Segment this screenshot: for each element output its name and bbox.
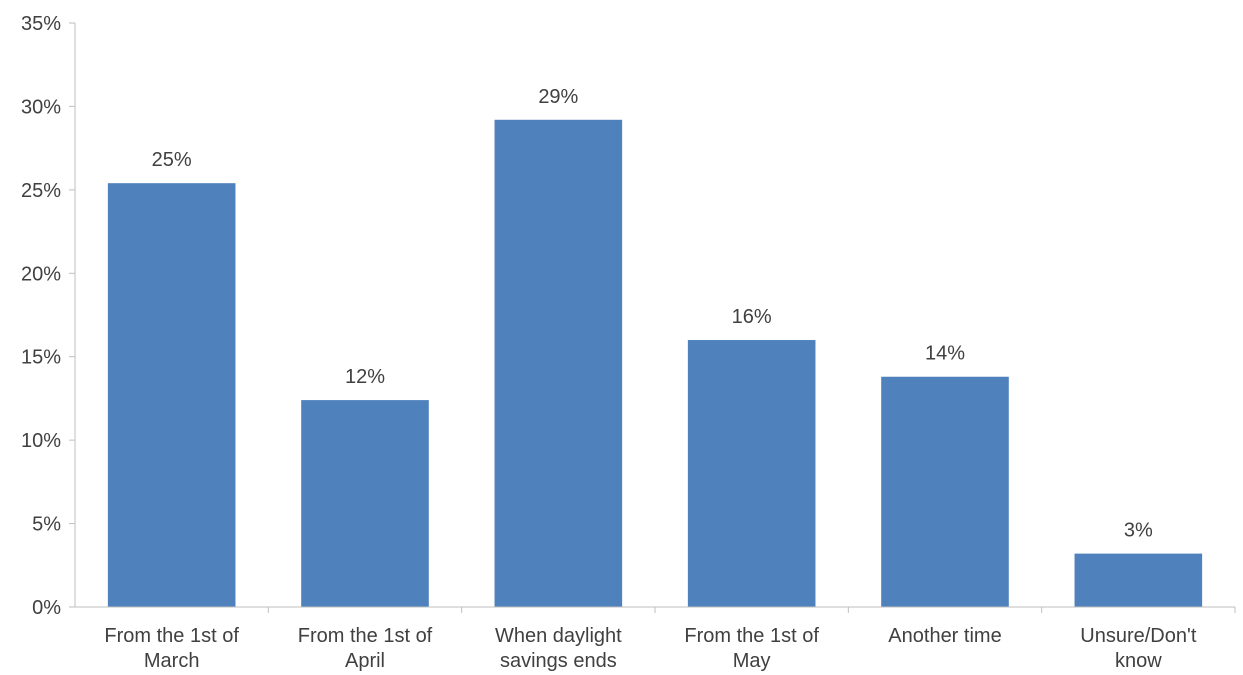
x-category-label-line: May bbox=[733, 650, 771, 672]
x-category-label-line: savings ends bbox=[500, 650, 617, 672]
x-category-label-line: From the 1st of bbox=[104, 625, 239, 647]
y-axis: 0% 5% 10% 15% 20% 25% 30% 35% bbox=[21, 13, 76, 619]
data-label: 16% bbox=[732, 306, 772, 328]
x-category-label: From the 1st of May bbox=[684, 625, 819, 672]
x-axis: From the 1st of March From the 1st of April… bbox=[75, 606, 1236, 672]
x-category-label-line: Another time bbox=[888, 625, 1001, 647]
y-tick-label: 0% bbox=[32, 597, 61, 619]
y-tick-label: 20% bbox=[21, 263, 61, 285]
data-label: 3% bbox=[1124, 520, 1153, 542]
bar bbox=[1074, 553, 1203, 607]
bar bbox=[301, 400, 429, 607]
y-tick-label: 25% bbox=[21, 180, 61, 202]
x-category-label: When daylight savings ends bbox=[495, 625, 622, 672]
x-category-label-line: March bbox=[144, 650, 200, 672]
y-tick-label: 10% bbox=[21, 430, 61, 452]
y-tick-label: 35% bbox=[21, 13, 61, 35]
data-label: 12% bbox=[345, 366, 385, 388]
data-label: 29% bbox=[538, 86, 578, 108]
x-category-label-line: When daylight bbox=[495, 625, 622, 647]
bar bbox=[107, 183, 236, 607]
x-category-label: From the 1st of April bbox=[298, 625, 433, 672]
bar bbox=[494, 119, 623, 607]
x-category-label-line: From the 1st of bbox=[298, 625, 433, 647]
x-category-label-line: know bbox=[1115, 650, 1162, 672]
data-label: 25% bbox=[152, 149, 192, 171]
data-labels: 25% 12% 29% 16% 14% 3% bbox=[152, 86, 1153, 542]
bars bbox=[107, 119, 1203, 607]
data-label: 14% bbox=[925, 343, 965, 365]
bar bbox=[881, 376, 1009, 607]
x-category-label-line: April bbox=[345, 650, 385, 672]
x-category-label-line: Unsure/Don't bbox=[1080, 625, 1197, 647]
bar bbox=[687, 340, 816, 607]
y-tick-label: 15% bbox=[21, 347, 61, 369]
x-category-label: Another time bbox=[888, 625, 1001, 647]
x-category-label-line: From the 1st of bbox=[684, 625, 819, 647]
x-category-label: Unsure/Don't know bbox=[1080, 625, 1197, 672]
y-tick-label: 5% bbox=[32, 514, 61, 536]
y-tick-label: 30% bbox=[21, 96, 61, 118]
x-category-label: From the 1st of March bbox=[104, 625, 239, 672]
